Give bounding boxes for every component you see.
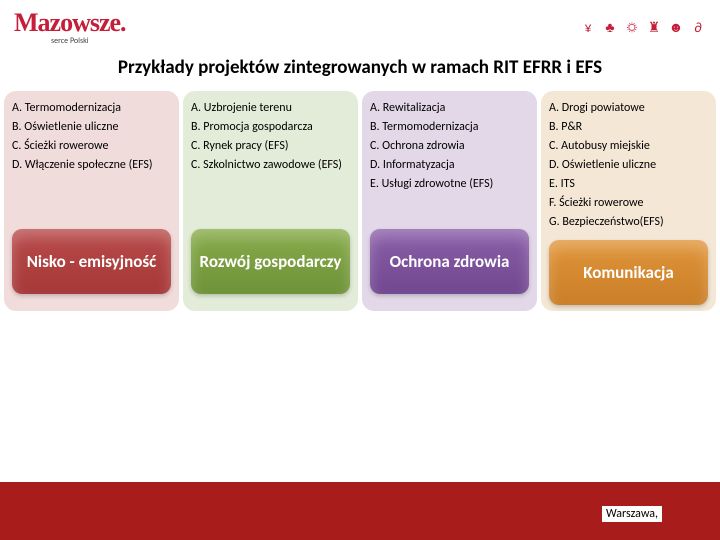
list-item: B. Termomodernizacja xyxy=(370,118,529,136)
list-item: A. Termomodernizacja xyxy=(12,99,171,117)
mazowsze-logo: Mazowsze. serce Polski xyxy=(14,8,126,46)
column-ochrona: A. Rewitalizacja B. Termomodernizacja C.… xyxy=(362,91,537,311)
list-item: B. P&R xyxy=(549,118,708,136)
list-item: D. Informatyzacja xyxy=(370,156,529,174)
header-row: Mazowsze. serce Polski ¥ ♣ ☼ ♜ ☻ ∂ xyxy=(0,0,720,48)
logo-subtitle: serce Polski xyxy=(51,36,89,46)
card-ochrona: Ochrona zdrowia xyxy=(370,229,529,294)
footer-location: Warszawa, xyxy=(602,506,662,522)
list-item: A. Rewitalizacja xyxy=(370,99,529,117)
list-item: C. Autobusy miejskie xyxy=(549,137,708,155)
list-item: A. Uzbrojenie terenu xyxy=(191,99,350,117)
person-icon: ¥ xyxy=(580,19,596,35)
card-nisko: Nisko - emisyjność xyxy=(12,229,171,294)
list-item: E. ITS xyxy=(549,175,708,193)
card-rozwoj: Rozwój gospodarczy xyxy=(191,229,350,294)
page-title: Przykłady projektów zintegrowanych w ram… xyxy=(0,48,720,91)
column-nisko: A. Termomodernizacja B. Oświetlenie ulic… xyxy=(4,91,179,311)
mask-icon: ☻ xyxy=(668,19,684,35)
logo-text: Mazowsze. xyxy=(14,8,126,38)
list-item: C. Ochrona zdrowia xyxy=(370,137,529,155)
castle-icon: ♜ xyxy=(646,19,662,35)
list-item: D. Włączenie społeczne (EFS) xyxy=(12,156,171,174)
column-komunikacja: A. Drogi powiatowe B. P&R C. Autobusy mi… xyxy=(541,91,716,311)
column-rozwoj: A. Uzbrojenie terenu B. Promocja gospoda… xyxy=(183,91,358,311)
list-item: E. Usługi zdrowotne (EFS) xyxy=(370,175,529,193)
sun-icon: ☼ xyxy=(624,19,640,35)
list-item: C. Szkolnictwo zawodowe (EFS) xyxy=(191,156,350,174)
list-item: C. Ścieżki rowerowe xyxy=(12,137,171,155)
list-item: G. Bezpieczeństwo(EFS) xyxy=(549,213,708,231)
fish-icon: ∂ xyxy=(690,19,706,35)
items-komunikacja: A. Drogi powiatowe B. P&R C. Autobusy mi… xyxy=(549,97,708,234)
list-item: F. Ścieżki rowerowe xyxy=(549,194,708,212)
list-item: B. Promocja gospodarcza xyxy=(191,118,350,136)
list-item: A. Drogi powiatowe xyxy=(549,99,708,117)
list-item: D. Oświetlenie uliczne xyxy=(549,156,708,174)
items-ochrona: A. Rewitalizacja B. Termomodernizacja C.… xyxy=(370,97,529,223)
tree-icon: ♣ xyxy=(602,19,618,35)
header-icons: ¥ ♣ ☼ ♜ ☻ ∂ xyxy=(580,19,706,35)
list-item: C. Rynek pracy (EFS) xyxy=(191,137,350,155)
columns-container: A. Termomodernizacja B. Oświetlenie ulic… xyxy=(0,91,720,311)
items-rozwoj: A. Uzbrojenie terenu B. Promocja gospoda… xyxy=(191,97,350,223)
items-nisko: A. Termomodernizacja B. Oświetlenie ulic… xyxy=(12,97,171,223)
list-item: B. Oświetlenie uliczne xyxy=(12,118,171,136)
card-komunikacja: Komunikacja xyxy=(549,240,708,305)
